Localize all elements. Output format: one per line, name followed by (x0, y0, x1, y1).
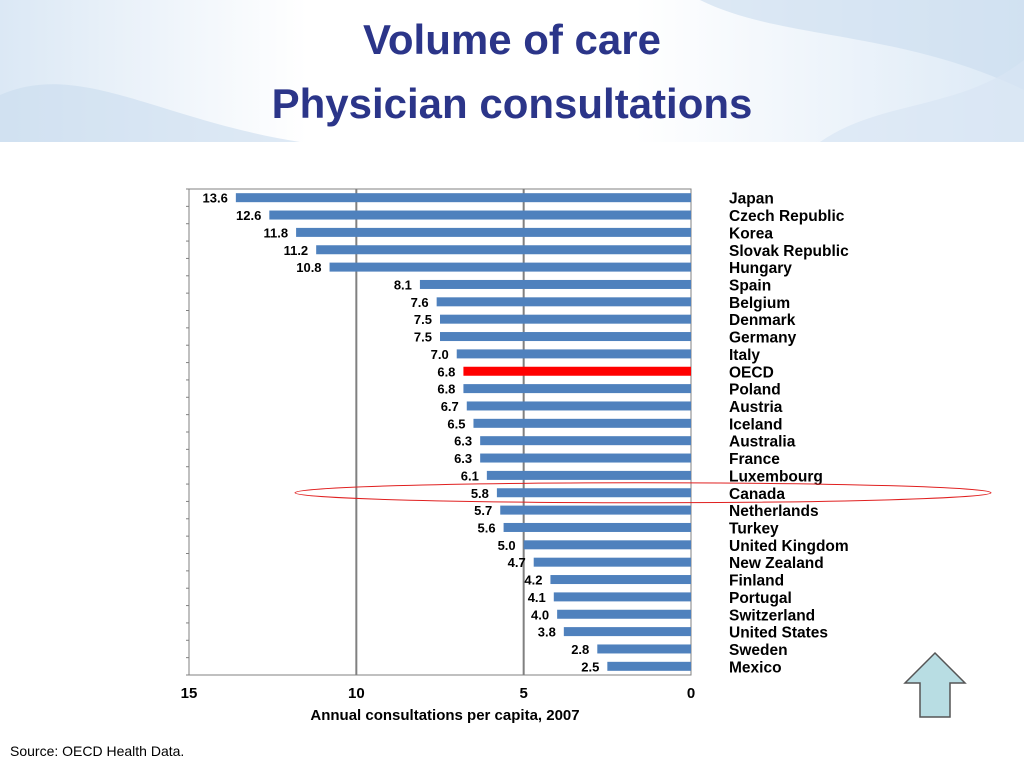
slide-header: Volume of care Physician consultations (0, 0, 1024, 142)
category-label: France (729, 451, 780, 468)
bar-value-label: 6.3 (454, 434, 472, 449)
bar (523, 540, 691, 550)
category-label: United States (729, 625, 828, 642)
category-label: Slovak Republic (729, 243, 849, 260)
bar (466, 401, 691, 411)
category-label: Poland (729, 382, 781, 399)
highlight-ellipse (294, 482, 992, 504)
slide-title-line1: Volume of care (363, 16, 661, 63)
category-label: Denmark (729, 312, 796, 329)
bar-value-label: 6.8 (437, 382, 455, 397)
bar (329, 262, 691, 272)
category-label: Iceland (729, 416, 782, 433)
bar (557, 609, 691, 619)
bar (269, 210, 691, 220)
category-label: Australia (729, 434, 796, 451)
bar-value-label: 11.2 (284, 243, 309, 258)
bar-value-label: 6.3 (454, 451, 472, 466)
bar-value-label: 7.5 (414, 312, 432, 327)
x-tick-label: 0 (687, 685, 695, 702)
bar (463, 384, 691, 394)
bar-value-label: 4.1 (528, 590, 546, 605)
bar-value-label: 2.5 (581, 659, 599, 674)
x-tick-label: 5 (519, 685, 527, 702)
bar-value-label: 6.7 (441, 399, 459, 414)
category-label: Korea (729, 225, 773, 242)
slide-title-line2: Physician consultations (271, 80, 753, 127)
category-label: Turkey (729, 520, 779, 537)
category-label: Switzerland (729, 607, 815, 624)
bar-value-label: 13.6 (203, 191, 228, 206)
bar (473, 418, 691, 428)
bar (456, 349, 691, 359)
bar (607, 661, 691, 671)
bar-value-label: 2.8 (571, 642, 589, 657)
bar-chart: 15 10 5 0 13.6 Japan 12.6 Czech Republic 11.8 Kor… (181, 188, 992, 724)
category-label: Sweden (729, 642, 788, 659)
bar-value-label: 8.1 (394, 277, 412, 292)
bar (553, 592, 691, 602)
category-label: Germany (729, 330, 797, 347)
category-label: United Kingdom (729, 538, 849, 555)
bar-value-label: 5.7 (474, 503, 492, 518)
category-label: Spain (729, 277, 771, 294)
bar-value-label: 4.2 (524, 573, 542, 588)
category-label: Italy (729, 347, 760, 364)
bar (316, 245, 691, 255)
bar-value-label: 7.5 (414, 330, 432, 345)
bar (480, 453, 691, 463)
bar (550, 575, 691, 585)
bar-value-label: 6.8 (437, 364, 455, 379)
bar (500, 505, 691, 515)
bar (419, 279, 691, 289)
bar-value-label: 5.6 (478, 520, 496, 535)
category-label: Belgium (729, 295, 790, 312)
category-label: Luxembourg (729, 468, 823, 485)
category-label: Czech Republic (729, 208, 845, 225)
bar (533, 557, 691, 567)
bar (235, 193, 691, 203)
category-label: New Zealand (729, 555, 824, 572)
x-tick-label: 15 (181, 685, 198, 702)
category-label: Netherlands (729, 503, 819, 520)
bar (463, 366, 691, 376)
bar (296, 227, 691, 237)
bar-value-label: 10.8 (296, 260, 321, 275)
bar-value-label: 5.0 (498, 538, 516, 553)
bar (597, 644, 691, 654)
bar (436, 297, 691, 307)
bar-value-label: 3.8 (538, 625, 556, 640)
header-wave-decoration (0, 0, 1024, 142)
bar-value-label: 5.8 (471, 486, 489, 501)
source-note: Source: OECD Health Data. (10, 743, 185, 759)
category-label: Japan (729, 191, 774, 208)
bar-value-label: 12.6 (236, 208, 261, 223)
bar (496, 488, 691, 498)
category-label: Mexico (729, 659, 782, 676)
bar (440, 332, 691, 342)
bar (503, 522, 691, 532)
bar (563, 627, 691, 637)
bar-value-label: 4.7 (508, 555, 526, 570)
x-tick-label: 10 (348, 685, 365, 702)
bar (486, 470, 691, 480)
category-label: Finland (729, 573, 784, 590)
bar-value-label: 6.1 (461, 468, 479, 483)
bar-value-label: 11.8 (263, 225, 288, 240)
bar (480, 436, 691, 446)
bar-value-label: 4.0 (531, 607, 549, 622)
bar-value-label: 6.5 (447, 416, 465, 431)
bar-value-label: 7.0 (431, 347, 449, 362)
plot-frame (188, 188, 692, 676)
up-arrow-icon[interactable] (903, 651, 967, 719)
bar (440, 314, 691, 324)
bar-value-label: 7.6 (411, 295, 429, 310)
category-label: Hungary (729, 260, 792, 277)
category-label: Portugal (729, 590, 792, 607)
category-label: OECD (729, 364, 774, 381)
x-axis-label: Annual consultations per capita, 2007 (310, 707, 579, 724)
category-label: Canada (729, 486, 785, 503)
category-label: Austria (729, 399, 783, 416)
